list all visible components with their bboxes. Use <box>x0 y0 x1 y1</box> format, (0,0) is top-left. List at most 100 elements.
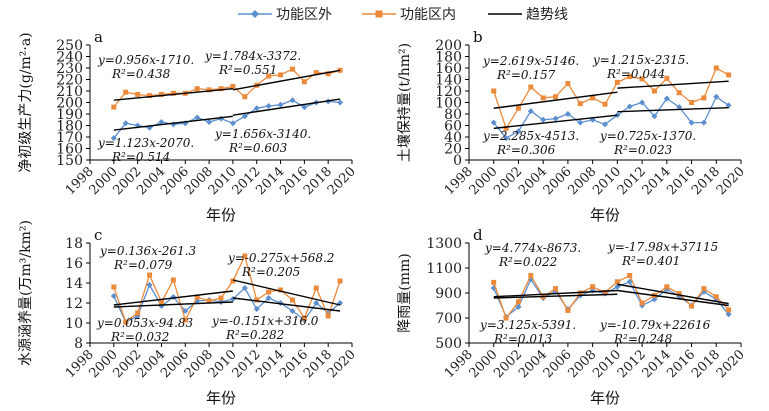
data-point-outside <box>265 295 272 301</box>
data-point-inside <box>325 313 331 319</box>
data-point-inside <box>194 294 200 300</box>
data-point-outside <box>725 102 732 109</box>
y-tick-label: 170 <box>56 130 83 146</box>
y-tick-label: 230 <box>56 61 83 77</box>
y-tick-label: 80 <box>444 107 462 123</box>
trend-equation: y=2.619x-5146. <box>482 54 579 68</box>
data-point-outside <box>639 99 646 106</box>
y-tick-label: 200 <box>56 96 83 112</box>
data-point-outside <box>540 116 547 123</box>
data-point-outside <box>110 293 117 299</box>
data-point-inside <box>254 297 260 303</box>
data-point-inside <box>158 299 164 305</box>
trend-line <box>113 115 233 131</box>
x-axis-title: 年份 <box>206 389 236 407</box>
legend-label-inside: 功能区内 <box>400 7 456 23</box>
trend-r-squared: R²=0.079 <box>113 258 173 272</box>
data-point-inside <box>689 303 695 309</box>
y-tick-label: 40 <box>444 130 462 146</box>
y-tick-label: 100 <box>435 96 462 112</box>
trend-r-squared: R²=0.551 <box>218 63 277 77</box>
trend-r-squared: R²=0.032 <box>110 330 169 344</box>
data-point-inside <box>515 105 521 111</box>
data-point-inside <box>590 284 596 290</box>
data-point-inside <box>664 75 670 81</box>
x-axis-title: 年份 <box>206 206 236 224</box>
data-point-outside <box>490 119 497 126</box>
data-point-outside <box>229 120 236 127</box>
data-point-outside <box>253 105 260 112</box>
trend-line <box>232 297 341 312</box>
panel-label-b: b <box>473 28 483 46</box>
trend-line <box>232 69 341 91</box>
data-point-outside <box>206 119 213 126</box>
data-point-inside <box>111 284 117 290</box>
data-point-inside <box>565 308 571 313</box>
legend-label-outside: 功能区外 <box>276 7 332 23</box>
data-point-inside <box>577 101 583 107</box>
y-tick-label: 120 <box>435 84 462 100</box>
data-point-outside <box>651 113 658 120</box>
data-point-inside <box>553 286 559 292</box>
trend-equation: y=0.136x-261.3 <box>99 244 197 258</box>
data-point-outside <box>265 102 272 109</box>
data-point-inside <box>614 79 620 85</box>
trend-line <box>493 289 618 298</box>
trend-equation: y=3.125x-5391. <box>479 318 576 332</box>
data-point-inside <box>491 88 497 94</box>
data-point-inside <box>614 279 620 285</box>
panel-label-c: c <box>94 226 102 244</box>
series-line-outside <box>493 95 729 140</box>
data-point-outside <box>182 308 189 314</box>
data-point-outside <box>146 282 153 288</box>
legend-item-inside: 功能区内 <box>362 4 456 24</box>
data-point-inside <box>278 72 284 78</box>
chart-legend: 功能区外 功能区内 趋势线 <box>0 0 769 30</box>
trend-line <box>232 279 341 306</box>
trend-equation: y=0.053x-94.83 <box>96 316 194 330</box>
trend-r-squared: R²=0.514 <box>111 150 170 164</box>
data-point-inside <box>565 81 571 87</box>
trend-equation: y=4.774x-8673. <box>484 241 581 255</box>
trend-r-squared: R²=0.248 <box>613 332 673 346</box>
data-point-outside <box>527 108 534 115</box>
data-point-outside <box>337 99 344 106</box>
data-point-outside <box>577 119 584 126</box>
data-point-inside <box>266 289 272 295</box>
data-point-inside <box>158 91 164 97</box>
data-point-inside <box>206 298 212 304</box>
trend-line <box>232 98 341 116</box>
trend-line <box>617 106 729 113</box>
data-point-inside <box>242 94 248 100</box>
data-point-inside <box>289 297 295 303</box>
data-point-outside <box>158 119 165 126</box>
panel-label-d: d <box>473 226 483 244</box>
y-tick-label: 12 <box>65 296 83 312</box>
trend-equation: y=1.123x-2070. <box>97 136 194 150</box>
data-point-inside <box>491 279 497 285</box>
y-tick-label: 1300 <box>426 236 462 252</box>
data-point-inside <box>627 273 633 278</box>
data-point-inside <box>602 101 608 107</box>
panel-label-a: a <box>94 28 103 46</box>
data-point-outside <box>170 121 177 128</box>
data-point-inside <box>639 76 645 82</box>
data-point-outside <box>503 135 510 142</box>
trend-r-squared: R²=0.044 <box>606 67 665 81</box>
data-point-inside <box>726 307 732 313</box>
legend-swatch-outside <box>238 10 272 18</box>
data-point-outside <box>289 308 296 314</box>
legend-item-trend: 趋势线 <box>488 4 568 24</box>
trend-equation: y=-0.151x+316.0 <box>211 314 319 328</box>
x-tick-label: 2020 <box>714 347 748 381</box>
data-point-inside <box>230 83 236 89</box>
data-point-inside <box>170 90 176 96</box>
data-point-inside <box>170 277 176 283</box>
y-tick-label: 190 <box>56 107 83 123</box>
data-point-inside <box>713 294 719 300</box>
y-tick-label: 14 <box>65 276 83 292</box>
data-point-inside <box>528 273 534 278</box>
trend-r-squared: R²=0.306 <box>496 143 556 157</box>
y-axis-title: 土壤保持量(t/hm²) <box>396 43 413 162</box>
x-axis-title: 年份 <box>590 206 620 224</box>
